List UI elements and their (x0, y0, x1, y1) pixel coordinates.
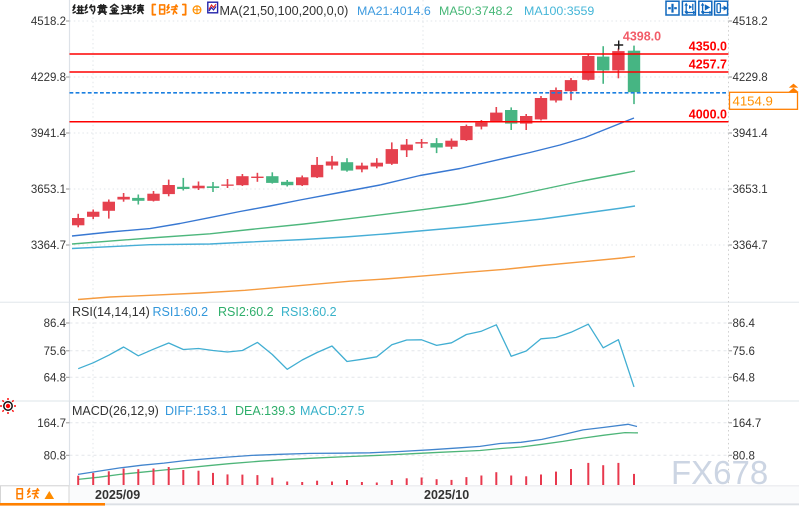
svg-text:3653.1: 3653.1 (733, 184, 768, 196)
svg-text:4398.0: 4398.0 (623, 30, 661, 44)
svg-text:4518.2: 4518.2 (733, 16, 768, 28)
svg-text:3364.7: 3364.7 (31, 240, 66, 252)
svg-text:MA(21,50,100,200,0,0): MA(21,50,100,200,0,0) (220, 4, 349, 18)
svg-text:3653.1: 3653.1 (31, 184, 66, 196)
svg-text:DEA:139.3: DEA:139.3 (235, 404, 296, 418)
svg-text:64.8: 64.8 (44, 372, 66, 384)
svg-text:MACD(26,12,9): MACD(26,12,9) (72, 404, 159, 418)
svg-text:3941.4: 3941.4 (31, 128, 67, 140)
svg-text:DIFF:153.1: DIFF:153.1 (165, 404, 228, 418)
svg-text:75.6: 75.6 (44, 346, 66, 358)
svg-text:2025/10: 2025/10 (424, 488, 469, 502)
svg-text:4229.8: 4229.8 (733, 72, 768, 84)
svg-text:4154.9: 4154.9 (733, 94, 773, 109)
svg-text:4229.8: 4229.8 (31, 72, 66, 84)
svg-text:RSI(14,14,14): RSI(14,14,14) (72, 305, 150, 319)
svg-text:MACD:27.5: MACD:27.5 (300, 404, 365, 418)
svg-text:FX678: FX678 (671, 454, 768, 491)
svg-text:3941.4: 3941.4 (733, 128, 769, 140)
svg-text:4350.0: 4350.0 (689, 40, 727, 54)
svg-text:2025/09: 2025/09 (95, 488, 140, 502)
svg-text:4000.0: 4000.0 (689, 107, 727, 121)
svg-text:4257.7: 4257.7 (689, 58, 727, 72)
svg-text:86.4: 86.4 (44, 318, 67, 330)
svg-text:64.8: 64.8 (733, 372, 755, 384)
svg-text:164.7: 164.7 (37, 418, 66, 430)
svg-text:RSI3:60.2: RSI3:60.2 (281, 305, 337, 319)
svg-text:86.4: 86.4 (733, 318, 756, 330)
svg-text:4518.2: 4518.2 (31, 16, 66, 28)
svg-text:MA21:4014.6: MA21:4014.6 (357, 4, 431, 18)
svg-text:164.7: 164.7 (733, 418, 762, 430)
svg-text:80.8: 80.8 (44, 450, 66, 462)
svg-text:RSI1:60.2: RSI1:60.2 (153, 305, 209, 319)
svg-text:MA100:3559: MA100:3559 (524, 4, 594, 18)
svg-text:MA50:3748.2: MA50:3748.2 (439, 4, 513, 18)
svg-text:3364.7: 3364.7 (733, 240, 768, 252)
svg-text:75.6: 75.6 (733, 346, 755, 358)
svg-text:80.8: 80.8 (733, 450, 755, 462)
svg-text:RSI2:60.2: RSI2:60.2 (218, 305, 274, 319)
